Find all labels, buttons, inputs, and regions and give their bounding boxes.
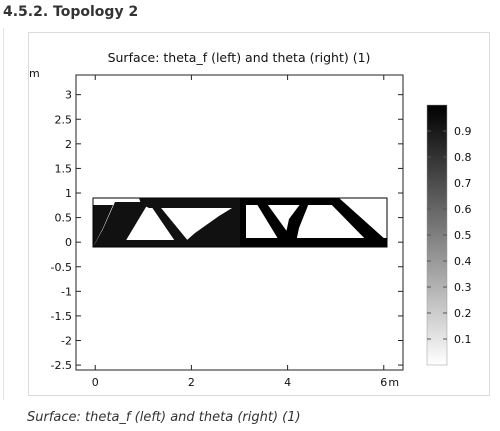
y-tick-label: 1.5 [55, 162, 73, 175]
surface-plot: Surface: theta_f (left) and theta (right… [29, 50, 472, 389]
center-diagonal-left [149, 203, 189, 247]
colorbar-ticks: 0.9 0.8 0.7 0.6 0.5 0.4 0.3 0.2 0.1 [427, 125, 472, 346]
y-tick-label: -2 [61, 335, 72, 348]
bottom-chord-left [93, 240, 240, 247]
x-tick-label: 2 [188, 376, 195, 389]
y-tick-label: -2.5 [51, 359, 72, 372]
top-chord-left [139, 198, 240, 208]
section-title: 4.5.2. Topology 2 [3, 4, 139, 20]
colorbar-tick-label: 0.6 [454, 203, 472, 216]
right-diagonal-member [325, 198, 387, 247]
center-vertical-right [240, 198, 246, 247]
figure-panel: Surface: theta_f (left) and theta (right… [28, 32, 490, 396]
left-support-region [93, 205, 113, 247]
center-node-region [179, 205, 240, 247]
topology-surface [93, 198, 387, 247]
domain-border [92, 197, 388, 248]
middle-vertical-right [283, 203, 309, 247]
center-diagonal-right [255, 201, 291, 247]
y-tick-label: 2.5 [55, 113, 73, 126]
colorbar-tick-label: 0.4 [454, 255, 472, 268]
colorbar-tick-label: 0.8 [454, 151, 472, 164]
y-tick-label: -0.5 [51, 261, 72, 274]
colorbar-tick-label: 0.9 [454, 125, 472, 138]
x-tick-label: 4 [284, 376, 291, 389]
y-tick-label: 3 [65, 89, 72, 102]
y-unit-label: m [29, 67, 40, 80]
top-chord-right [240, 198, 341, 205]
x-tick-label: 6 [380, 376, 387, 389]
y-axis: 3 2.5 2 1.5 1 0.5 0 -0.5 -1 -1.5 -2 -2.5 [51, 89, 403, 372]
colorbar-tick-label: 0.5 [454, 229, 472, 242]
theta-field [240, 198, 387, 247]
figure-frame [3, 28, 494, 400]
colorbar-tick-label: 0.2 [454, 307, 472, 320]
x-unit-label: m [388, 376, 399, 389]
left-diagonal-member [93, 202, 149, 247]
bottom-chord-right [240, 238, 387, 247]
colorbar-tick-label: 0.7 [454, 177, 472, 190]
y-tick-label: 2 [65, 138, 72, 151]
y-tick-label: 0.5 [55, 212, 73, 225]
figure-caption: Surface: theta_f (left) and theta (right… [27, 410, 301, 425]
x-tick-label: 0 [92, 376, 99, 389]
y-tick-label: 0 [65, 236, 72, 249]
colorbar-tick-label: 0.1 [454, 333, 472, 346]
theta-f-field [93, 198, 240, 247]
colorbar-tick-label: 0.3 [454, 281, 472, 294]
chart-title: Surface: theta_f (left) and theta (right… [108, 50, 371, 65]
y-tick-label: -1 [61, 285, 72, 298]
y-tick-label: -1.5 [51, 310, 72, 323]
y-tick-label: 1 [65, 187, 72, 200]
